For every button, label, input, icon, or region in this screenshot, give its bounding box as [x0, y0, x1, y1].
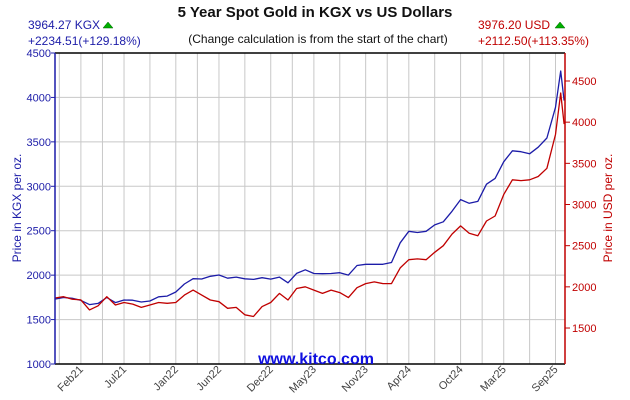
series-line-usd [54, 92, 565, 318]
x-tick-label: Dec22 [245, 364, 276, 395]
x-tick-label: Jan22 [151, 364, 181, 394]
left-tick-label: 1500 [27, 315, 51, 327]
kgx-change-readout: +2234.51(+129.18%) [28, 34, 141, 48]
chart-subtitle: (Change calculation is from the start of… [188, 32, 447, 46]
x-tick-label: Nov23 [340, 364, 371, 395]
x-tick-label: Sep25 [530, 364, 561, 395]
usd-change-readout: +2112.50(+113.35%) [478, 34, 589, 48]
x-tick-label: Apr24 [385, 364, 414, 393]
left-tick-label: 3000 [27, 181, 51, 193]
x-tick-label: Jun22 [194, 364, 224, 394]
left-axis-label: Price in KGX per oz. [10, 154, 24, 263]
x-tick-label: Feb21 [55, 364, 86, 395]
right-tick-label: 3000 [572, 200, 596, 212]
right-tick-label: 2500 [572, 241, 596, 253]
right-tick-label: 3500 [572, 158, 596, 170]
left-tick-label: 4500 [27, 48, 51, 60]
left-tick-label: 2000 [27, 270, 51, 282]
kgx-price-readout: 3964.27 KGX [28, 18, 100, 32]
right-tick-label: 1500 [572, 323, 596, 335]
grid [55, 52, 565, 365]
right-tick-label: 4500 [572, 76, 596, 88]
left-tick-label: 1000 [27, 359, 51, 371]
left-tick-label: 4000 [27, 92, 51, 104]
series-lines [54, 70, 565, 318]
right-tick-label: 4000 [572, 117, 596, 129]
x-tick-label: Jul21 [102, 364, 129, 391]
x-tick-label: Mar25 [478, 364, 509, 395]
axes: 1000 1500 2000 2500 3000 3500 4000 4500 1500 2000… [27, 48, 597, 395]
right-axis-label: Price in USD per oz. [601, 154, 615, 263]
right-tick-label: 2000 [572, 282, 596, 294]
usd-price-readout: 3976.20 USD [478, 18, 550, 32]
usd-up-arrow-icon [554, 21, 566, 29]
x-tick-label: May23 [287, 364, 319, 396]
kgx-up-arrow-icon [102, 21, 114, 29]
left-tick-label: 3500 [27, 137, 51, 149]
series-line-kgx [54, 70, 565, 306]
left-tick-label: 2500 [27, 226, 51, 238]
watermark: www.kitco.com [257, 351, 374, 368]
x-tick-label: Oct24 [436, 364, 465, 393]
chart-title: 5 Year Spot Gold in KGX vs US Dollars [178, 4, 453, 21]
